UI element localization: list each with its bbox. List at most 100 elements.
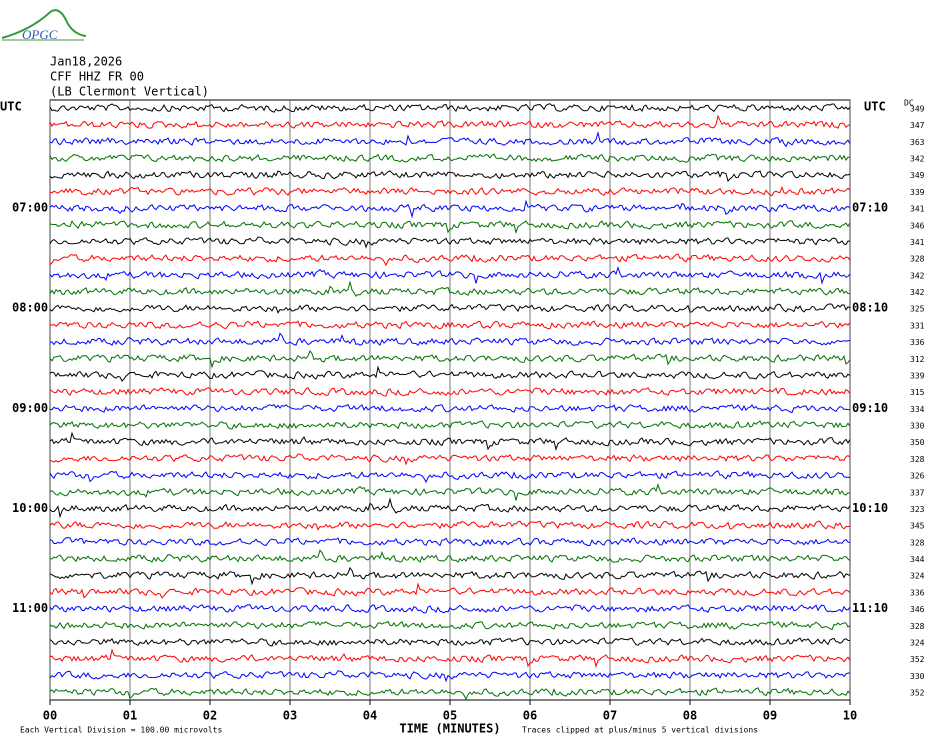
dc-value: 342 — [910, 288, 925, 297]
dc-value: 331 — [910, 321, 925, 330]
left-time-label: 11:00 — [12, 601, 48, 615]
location: (LB Clermont Vertical) — [50, 85, 209, 99]
left-axis-label: UTC — [0, 100, 22, 114]
dc-value: 350 — [910, 438, 925, 447]
trace — [49, 153, 851, 163]
dc-value: 330 — [910, 672, 925, 681]
right-time-label: 08:10 — [852, 301, 888, 315]
right-time-label: 11:10 — [852, 601, 888, 615]
logo: OPGC — [1, 9, 87, 42]
dc-value: 328 — [910, 622, 925, 631]
trace — [49, 620, 851, 631]
trace — [49, 670, 851, 683]
trace — [49, 320, 851, 330]
trace — [49, 349, 851, 369]
dc-value: 352 — [910, 689, 925, 698]
trace — [49, 280, 851, 297]
trace — [49, 549, 851, 563]
left-time-label: 09:00 — [12, 401, 48, 415]
dc-value: 346 — [910, 221, 925, 230]
dc-value: 336 — [910, 588, 925, 597]
dc-value: 326 — [910, 472, 925, 481]
dc-value: 347 — [910, 121, 925, 130]
trace — [49, 604, 851, 614]
dc-value: 328 — [910, 455, 925, 464]
trace — [49, 431, 851, 452]
dc-value: 328 — [910, 538, 925, 547]
dc-value: 334 — [910, 405, 925, 414]
x-tick-label: 00 — [43, 709, 57, 723]
trace — [49, 648, 851, 668]
x-tick-label: 06 — [523, 709, 537, 723]
trace — [49, 236, 851, 249]
dc-value: 341 — [910, 205, 925, 214]
date: Jan18,2026 — [50, 55, 122, 69]
right-time-label: 10:10 — [852, 501, 888, 515]
x-tick-label: 07 — [603, 709, 617, 723]
trace — [49, 403, 851, 414]
trace — [49, 185, 851, 197]
x-tick-label: 09 — [763, 709, 777, 723]
x-tick-label: 08 — [683, 709, 697, 723]
dc-value: 324 — [910, 638, 925, 647]
left-time-label: 08:00 — [12, 301, 48, 315]
trace — [49, 220, 851, 235]
x-axis-label: TIME (MINUTES) — [399, 722, 500, 736]
dc-value: 341 — [910, 238, 925, 247]
right-time-label: 07:10 — [852, 201, 888, 215]
x-tick-label: 05 — [443, 709, 457, 723]
trace — [49, 265, 851, 285]
trace — [49, 114, 851, 129]
logo-arc — [1, 9, 87, 39]
trace — [49, 470, 851, 484]
trace — [49, 365, 851, 382]
dc-value: 328 — [910, 255, 925, 264]
trace — [49, 420, 851, 430]
dc-value: 349 — [910, 171, 925, 180]
trace — [49, 386, 851, 397]
dc-value: 323 — [910, 505, 925, 514]
dc-value: 346 — [910, 605, 925, 614]
right-time-label: 09:10 — [852, 401, 888, 415]
x-tick-label: 10 — [843, 709, 857, 723]
dc-value: 339 — [910, 188, 925, 197]
trace — [49, 497, 851, 519]
dc-value: 363 — [910, 138, 925, 147]
x-tick-label: 01 — [123, 709, 137, 723]
dc-value: 312 — [910, 355, 925, 364]
dc-value: 344 — [910, 555, 925, 564]
trace — [49, 536, 851, 547]
trace — [49, 253, 851, 267]
x-tick-label: 03 — [283, 709, 297, 723]
dc-value: 330 — [910, 422, 925, 431]
trace — [49, 170, 851, 183]
trace — [49, 482, 851, 501]
dc-value: 337 — [910, 488, 925, 497]
dc-value: 342 — [910, 155, 925, 164]
trace — [49, 687, 851, 701]
left-time-label: 10:00 — [12, 501, 48, 515]
dc-value: 342 — [910, 271, 925, 280]
trace — [49, 520, 851, 531]
footer-left: Each Vertical Division = 100.00 microvol… — [20, 726, 222, 735]
trace — [49, 453, 851, 466]
dc-value: 339 — [910, 371, 925, 380]
left-time-label: 07:00 — [12, 201, 48, 215]
x-tick-label: 04 — [363, 709, 377, 723]
dc-value: 345 — [910, 522, 925, 531]
trace — [49, 103, 851, 113]
dc-value: 349 — [910, 105, 925, 114]
dc-value: 325 — [910, 305, 925, 314]
trace — [49, 582, 851, 599]
trace — [49, 199, 851, 219]
dc-value: 352 — [910, 655, 925, 664]
trace — [49, 332, 851, 346]
footer-right: Traces clipped at plus/minus 5 vertical … — [522, 726, 758, 735]
trace — [49, 130, 851, 148]
dc-value: 315 — [910, 388, 925, 397]
dc-value: 336 — [910, 338, 925, 347]
logo-text: OPGC — [22, 27, 58, 42]
trace — [49, 637, 851, 647]
